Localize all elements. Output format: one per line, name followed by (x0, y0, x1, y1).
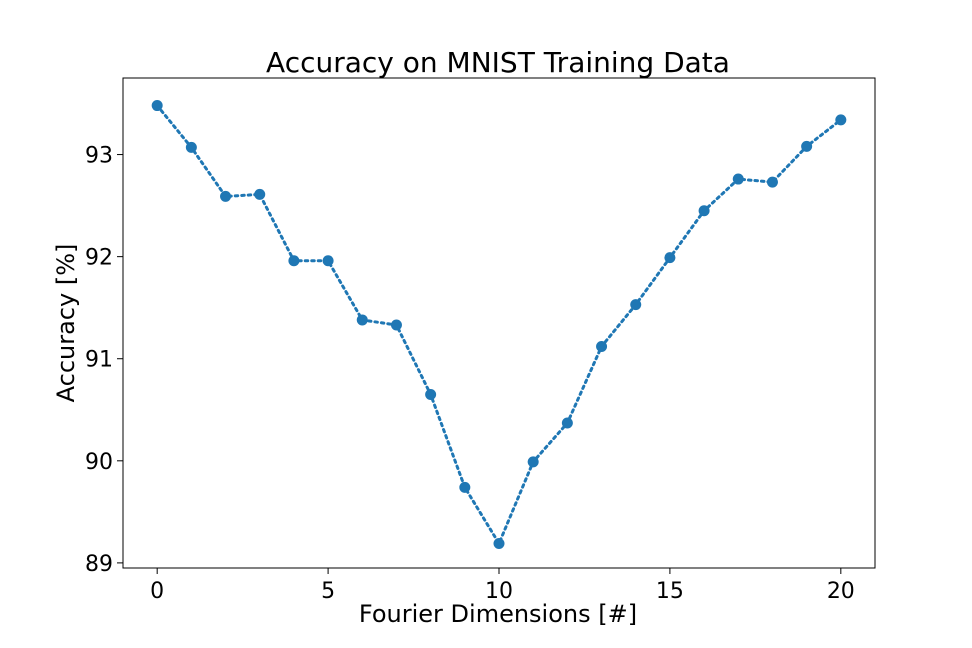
y-tick-label: 92 (85, 246, 113, 271)
x-axis-label: Fourier Dimensions [#] (359, 600, 637, 628)
data-point (698, 205, 710, 217)
chart-title: Accuracy on MNIST Training Data (266, 46, 730, 79)
data-point (630, 299, 642, 311)
data-point (561, 417, 573, 429)
y-tick-label: 90 (85, 450, 113, 475)
data-point (220, 190, 232, 202)
data-point (254, 188, 266, 200)
data-point (835, 114, 847, 126)
series-line (155, 104, 843, 547)
x-tick-label: 0 (150, 579, 164, 604)
y-tick-label: 93 (85, 144, 113, 169)
x-tick-label: 20 (827, 579, 855, 604)
data-point (151, 100, 163, 112)
data-point (664, 252, 676, 264)
data-point (459, 481, 471, 493)
y-tick-label: 91 (85, 348, 113, 373)
x-tick-label: 10 (485, 579, 513, 604)
series-group (151, 100, 847, 549)
data-point (493, 538, 505, 549)
x-tick-label: 5 (321, 579, 335, 604)
x-axis: 0 5 10 15 20 (150, 568, 855, 604)
y-axis: 89 90 91 92 93 (85, 144, 123, 577)
data-point (527, 456, 539, 468)
data-point (185, 141, 197, 153)
data-point (390, 319, 402, 331)
data-point (322, 255, 334, 267)
data-point (801, 140, 813, 152)
data-point (288, 255, 300, 267)
data-point (356, 314, 368, 326)
data-point (596, 340, 608, 352)
y-tick-label: 89 (85, 552, 113, 577)
y-axis-label: Accuracy [%] (52, 244, 80, 403)
data-point (425, 388, 437, 400)
data-point (732, 173, 744, 185)
data-point (766, 176, 778, 188)
plot-frame (122, 77, 876, 569)
x-tick-label: 15 (656, 579, 684, 604)
